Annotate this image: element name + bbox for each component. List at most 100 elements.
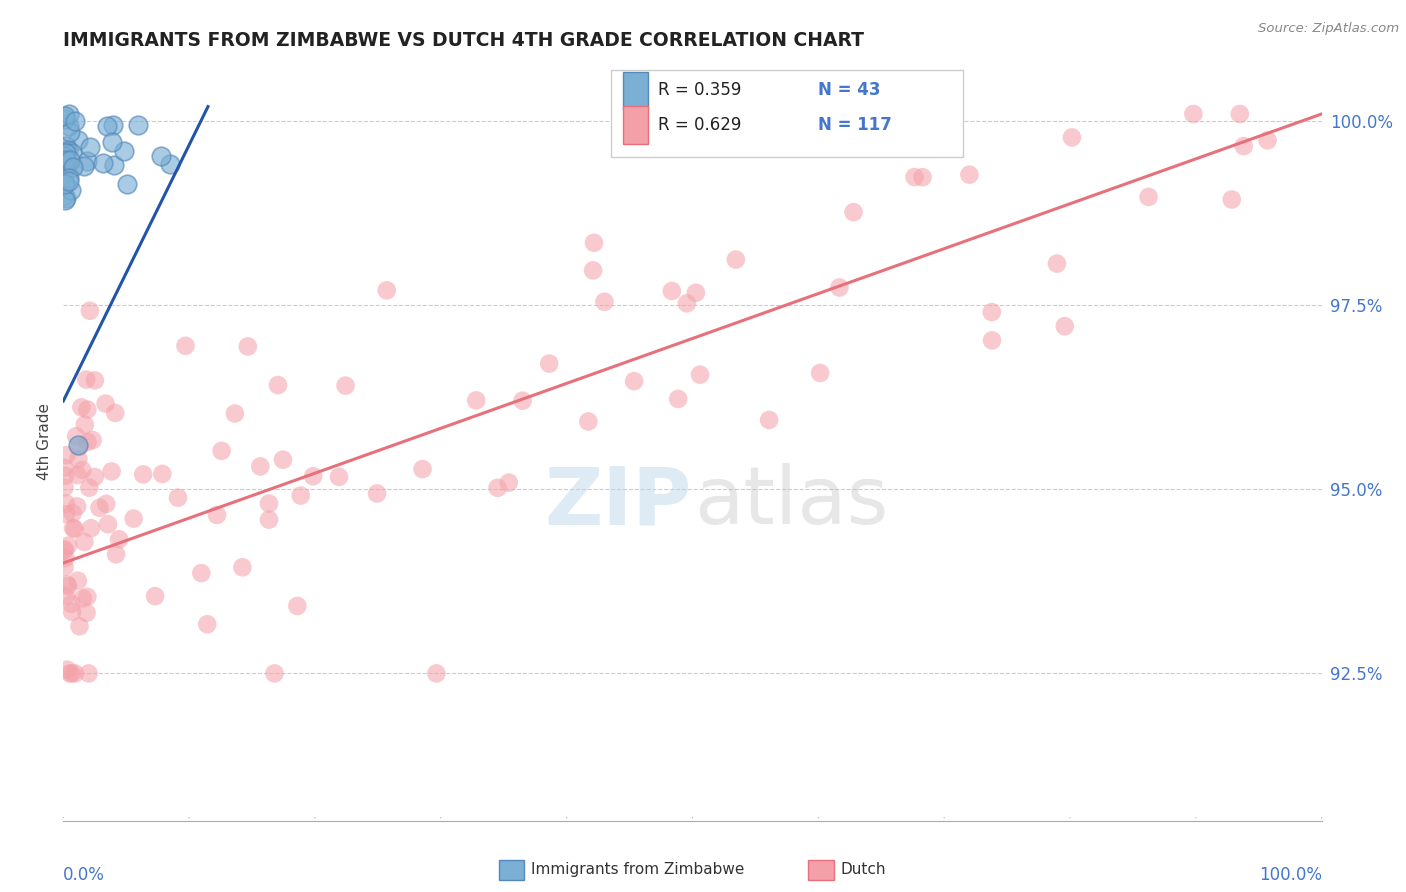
Point — [287, 599, 309, 613]
Point — [115, 177, 138, 191]
Point — [76, 154, 98, 169]
Point — [55, 448, 77, 462]
Point — [52, 158, 75, 172]
Point — [53, 178, 76, 192]
Point — [66, 500, 89, 514]
Point — [89, 500, 111, 515]
Point — [66, 132, 89, 146]
Bar — [623, 105, 648, 144]
Point — [302, 469, 325, 483]
Text: Immigrants from Zimbabwe: Immigrants from Zimbabwe — [531, 863, 745, 877]
Point — [100, 464, 122, 478]
Point — [724, 252, 747, 267]
Point — [1046, 257, 1069, 271]
Point — [56, 143, 79, 157]
Point — [59, 153, 82, 168]
Point — [236, 339, 259, 353]
Point — [73, 417, 96, 432]
Point — [55, 496, 77, 510]
Point — [903, 170, 925, 185]
Point — [828, 280, 851, 294]
Point — [65, 429, 87, 443]
Point — [62, 521, 84, 535]
Point — [582, 235, 605, 250]
Point — [63, 522, 86, 536]
Point — [224, 407, 246, 421]
Point — [53, 193, 76, 207]
Point — [53, 468, 76, 483]
Point — [60, 605, 83, 619]
Point — [55, 507, 77, 521]
Point — [62, 506, 84, 520]
Point — [127, 118, 149, 132]
Point — [150, 467, 173, 481]
Point — [271, 452, 294, 467]
Point — [83, 373, 105, 387]
Point — [55, 155, 77, 169]
Point — [76, 402, 98, 417]
Point — [73, 535, 96, 549]
Point — [76, 434, 98, 449]
Point — [676, 296, 699, 310]
Point — [65, 113, 87, 128]
Point — [1257, 133, 1279, 147]
Point — [105, 547, 128, 561]
Point — [59, 125, 82, 139]
Point — [174, 339, 197, 353]
Point — [112, 144, 135, 158]
Point — [100, 135, 122, 149]
Point — [1233, 139, 1256, 153]
Point — [195, 617, 218, 632]
Point — [211, 443, 233, 458]
Point — [425, 666, 447, 681]
Point — [67, 438, 90, 452]
Point — [79, 303, 101, 318]
Point — [58, 107, 80, 121]
Point — [375, 283, 398, 297]
Point — [582, 263, 605, 277]
Point — [55, 112, 77, 127]
Point — [335, 378, 357, 392]
Point — [72, 463, 94, 477]
Point — [58, 174, 80, 188]
Point — [69, 619, 91, 633]
Point — [55, 589, 77, 603]
Point — [82, 433, 104, 447]
Point — [150, 149, 173, 163]
Point — [55, 138, 77, 153]
Point — [83, 470, 105, 484]
Point — [122, 511, 145, 525]
Point — [205, 508, 228, 522]
Text: 0.0%: 0.0% — [63, 866, 105, 884]
Point — [52, 162, 75, 177]
Point — [231, 560, 253, 574]
Point — [666, 392, 689, 406]
Point — [842, 205, 865, 219]
Point — [159, 157, 181, 171]
Point — [55, 191, 77, 205]
Point — [1137, 190, 1160, 204]
Point — [167, 491, 190, 505]
Point — [1060, 130, 1083, 145]
Point — [69, 440, 91, 454]
Point — [73, 159, 96, 173]
Y-axis label: 4th Grade: 4th Grade — [37, 403, 52, 480]
Point — [1220, 193, 1243, 207]
Point — [190, 566, 212, 580]
Point — [97, 517, 120, 532]
Point — [58, 170, 80, 185]
Point — [55, 551, 77, 566]
Point — [60, 145, 83, 160]
Point — [103, 118, 125, 132]
Point — [63, 666, 86, 681]
Point — [808, 366, 831, 380]
Point — [67, 452, 90, 467]
Point — [56, 539, 79, 553]
Point — [1229, 107, 1251, 121]
Point — [60, 183, 83, 197]
Point — [143, 589, 166, 603]
Point — [53, 480, 76, 494]
Point — [53, 149, 76, 163]
Text: R = 0.629: R = 0.629 — [658, 116, 742, 134]
Point — [263, 666, 285, 681]
